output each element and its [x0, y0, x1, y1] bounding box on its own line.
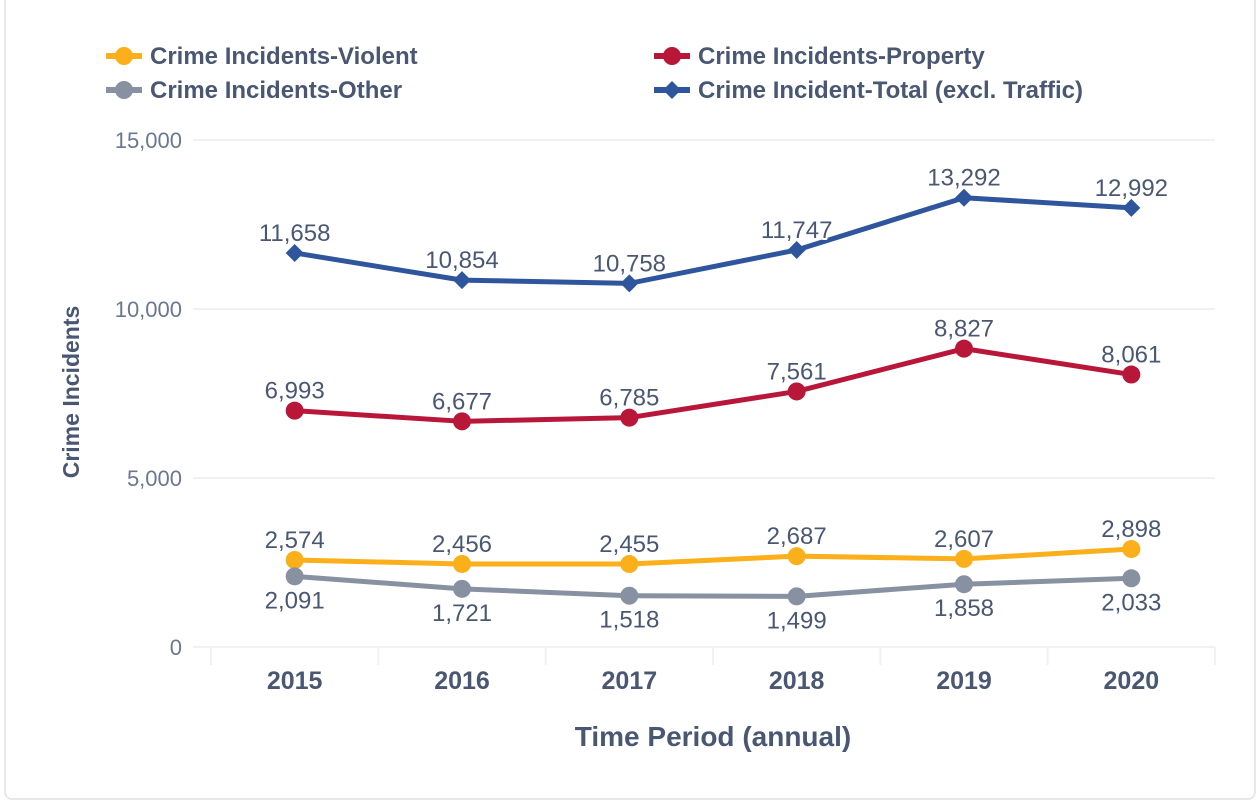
data-point-crime-incident-total-excl-traffic[interactable]: [453, 271, 471, 290]
data-point-crime-incidents-other[interactable]: [285, 567, 304, 586]
series-line-crime-incident-total-excl-traffic: [294, 195, 1132, 286]
x-tick-label: 2017: [602, 667, 658, 695]
legend-circle-icon: [115, 81, 133, 99]
data-point-crime-incidents-violent[interactable]: [620, 555, 639, 574]
data-label-crime-incident-total-excl-traffic: 10,854: [425, 247, 498, 274]
legend: Crime Incidents-Violent Crime Incidents-P…: [106, 43, 1083, 104]
y-tick-label: 5,000: [127, 466, 182, 491]
data-point-crime-incidents-property[interactable]: [285, 401, 304, 420]
series-markers: [285, 188, 1141, 606]
data-point-crime-incidents-property[interactable]: [453, 412, 471, 431]
x-tick-label: 2020: [1104, 667, 1160, 695]
data-point-crime-incidents-property[interactable]: [955, 339, 973, 358]
data-point-crime-incident-total-excl-traffic[interactable]: [285, 243, 304, 262]
data-label-crime-incident-total-excl-traffic: 12,992: [1095, 175, 1168, 202]
data-point-crime-incidents-other[interactable]: [620, 586, 639, 605]
data-label-crime-incident-total-excl-traffic: 10,758: [593, 250, 666, 277]
data-point-crime-incidents-other[interactable]: [1122, 569, 1141, 588]
legend-item-crime-incidents-property[interactable]: Crime Incidents-Property: [654, 43, 985, 70]
legend-circle-icon: [115, 47, 133, 65]
gridlines: [193, 139, 1216, 665]
data-point-crime-incidents-property[interactable]: [1122, 365, 1141, 384]
data-label-crime-incidents-other: 1,499: [767, 607, 827, 634]
x-axis-ticks: 2015 2016 2017 2018 2019 2020: [267, 667, 1159, 695]
data-label-crime-incident-total-excl-traffic: 11,747: [761, 217, 833, 244]
y-axis-title: Crime Incidents: [58, 306, 84, 479]
data-point-crime-incident-total-excl-traffic[interactable]: [955, 188, 973, 207]
data-label-crime-incidents-other: 1,721: [432, 600, 492, 627]
chart-card: [4, 0, 1256, 800]
series-line-crime-incidents-violent: [294, 546, 1132, 567]
legend-diamond-icon: [663, 81, 681, 99]
data-point-crime-incidents-other[interactable]: [787, 587, 806, 606]
data-label-crime-incidents-property: 6,993: [265, 378, 325, 405]
legend-label: Crime Incidents-Property: [698, 43, 985, 70]
data-point-crime-incidents-property[interactable]: [787, 382, 806, 401]
data-point-crime-incident-total-excl-traffic[interactable]: [1122, 198, 1141, 217]
series-line-crime-incidents-other: [294, 573, 1132, 599]
y-tick-label: 0: [170, 635, 182, 660]
data-label-crime-incidents-violent: 2,455: [599, 531, 659, 558]
data-point-crime-incidents-violent[interactable]: [955, 549, 973, 568]
data-label-crime-incidents-violent: 2,898: [1101, 516, 1161, 543]
y-tick-label: 15,000: [115, 128, 182, 153]
data-label-crime-incidents-property: 7,561: [767, 358, 827, 385]
y-axis-ticks: 0 5,000 10,000 15,000: [115, 128, 182, 660]
data-label-crime-incidents-violent: 2,574: [265, 527, 325, 554]
data-label-crime-incidents-violent: 2,456: [432, 531, 492, 558]
data-point-crime-incidents-other[interactable]: [453, 579, 471, 598]
data-point-crime-incidents-violent[interactable]: [1122, 540, 1141, 559]
legend-label: Crime Incident-Total (excl. Traffic): [698, 77, 1083, 104]
legend-item-crime-incident-total-excl-traffic[interactable]: Crime Incident-Total (excl. Traffic): [654, 77, 1083, 104]
x-tick-label: 2018: [769, 667, 825, 695]
data-label-crime-incident-total-excl-traffic: 11,658: [259, 220, 331, 247]
data-label-crime-incidents-violent: 2,607: [934, 526, 994, 553]
x-tick-label: 2019: [936, 667, 992, 695]
data-label-crime-incidents-property: 6,785: [599, 385, 659, 412]
data-label-crime-incident-total-excl-traffic: 13,292: [927, 165, 1000, 192]
data-point-crime-incident-total-excl-traffic[interactable]: [787, 240, 806, 259]
data-label-crime-incidents-other: 1,858: [934, 595, 994, 622]
data-label-crime-incidents-other: 1,518: [599, 607, 659, 634]
x-tick-label: 2016: [434, 667, 490, 695]
data-label-crime-incidents-other: 2,033: [1101, 589, 1161, 616]
legend-item-crime-incidents-violent[interactable]: Crime Incidents-Violent: [106, 43, 418, 70]
series-lines: [294, 195, 1132, 599]
data-point-crime-incident-total-excl-traffic[interactable]: [620, 274, 639, 293]
x-axis-title: Time Period (annual): [575, 721, 851, 752]
data-label-crime-incidents-property: 8,827: [934, 316, 994, 343]
series-line-crime-incidents-property: [294, 346, 1132, 424]
legend-item-crime-incidents-other[interactable]: Crime Incidents-Other: [106, 77, 402, 104]
legend-label: Crime Incidents-Violent: [150, 43, 418, 70]
data-point-crime-incidents-violent[interactable]: [285, 550, 304, 569]
data-label-crime-incidents-property: 6,677: [432, 388, 492, 415]
y-tick-label: 10,000: [115, 297, 182, 322]
data-point-crime-incidents-property[interactable]: [620, 408, 639, 427]
data-label-crime-incidents-violent: 2,687: [767, 523, 827, 550]
data-point-crime-incidents-violent[interactable]: [453, 554, 471, 573]
data-point-crime-incidents-other[interactable]: [955, 575, 973, 594]
data-point-crime-incidents-violent[interactable]: [787, 547, 806, 566]
legend-circle-icon: [663, 47, 681, 65]
data-label-crime-incidents-property: 8,061: [1101, 342, 1161, 369]
x-tick-label: 2015: [267, 667, 323, 695]
data-labels: 11,658 10,854 10,758 11,747 13,292 12,992 6,99…: [257, 163, 1170, 637]
data-label-crime-incidents-other: 2,091: [265, 587, 325, 614]
legend-label: Crime Incidents-Other: [150, 77, 402, 104]
